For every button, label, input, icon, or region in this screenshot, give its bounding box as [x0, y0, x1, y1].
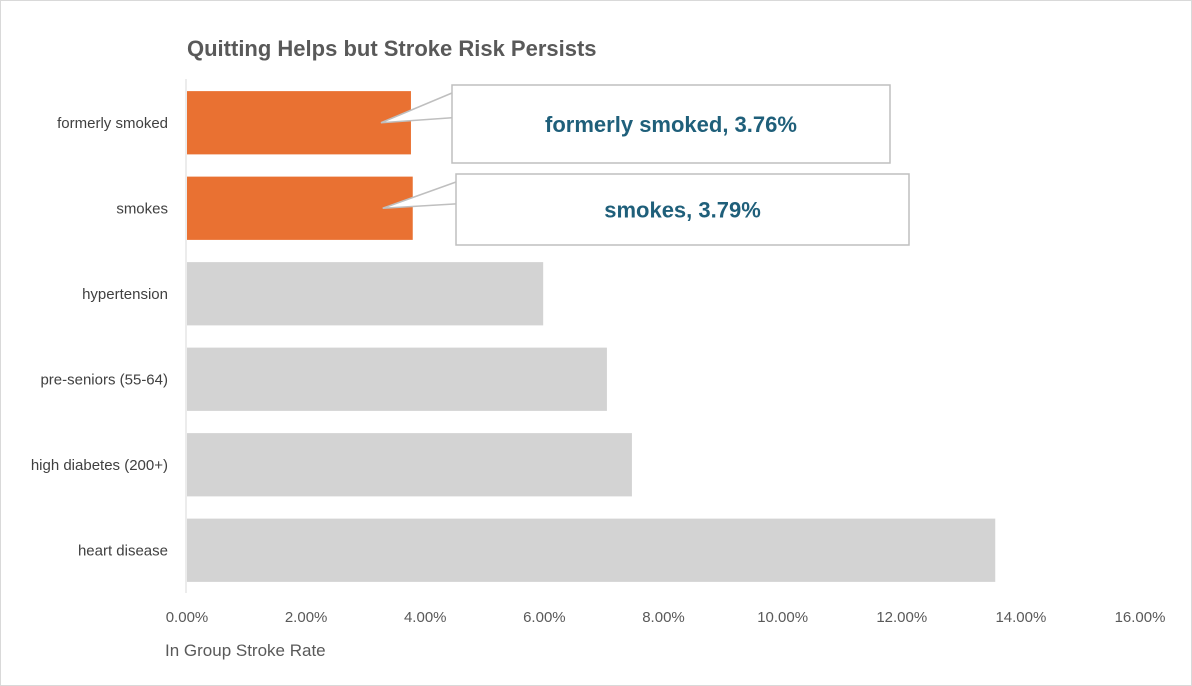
chart-title: Quitting Helps but Stroke Risk Persists	[187, 36, 597, 61]
callout-leader	[382, 181, 457, 209]
category-label-pre-seniors-55-64: pre-seniors (55-64)	[40, 371, 168, 388]
bar-pre-seniors-55-64	[187, 347, 607, 411]
callouts-layer: formerly smoked, 3.76% smokes, 3.79%	[380, 84, 910, 246]
callout-box	[451, 84, 891, 164]
callout-formerly-smoked: formerly smoked, 3.76%	[380, 84, 891, 164]
callout-leader	[380, 92, 453, 124]
ticks-layer: 0.00% 2.00% 4.00% 6.00% 8.00% 10.00% 12.00% 14.…	[166, 609, 1166, 626]
bar-high-diabetes-200	[187, 433, 632, 497]
callout-text: smokes, 3.79%	[604, 198, 761, 223]
x-tick-label: 16.00%	[1115, 609, 1166, 626]
x-tick-label: 10.00%	[757, 609, 808, 626]
category-label-smokes: smokes	[116, 200, 168, 217]
category-label-high-diabetes-200: high diabetes (200+)	[31, 457, 168, 474]
callout-text: formerly smoked, 3.76%	[545, 112, 797, 137]
x-tick-label: 8.00%	[642, 609, 685, 626]
x-tick-label: 0.00%	[166, 609, 209, 626]
x-axis-title: In Group Stroke Rate	[165, 641, 326, 660]
category-label-formerly-smoked: formerly smoked	[57, 115, 168, 132]
bar-smokes	[187, 176, 413, 240]
x-tick-label: 6.00%	[523, 609, 566, 626]
x-tick-label: 4.00%	[404, 609, 447, 626]
category-label-hypertension: hypertension	[82, 286, 168, 303]
x-tick-label: 12.00%	[876, 609, 927, 626]
bar-hypertension	[187, 262, 544, 326]
bar-formerly-smoked	[187, 91, 411, 155]
bars-layer: formerly smoked smokes hypertension pre-sen…	[31, 91, 996, 582]
x-tick-label: 14.00%	[995, 609, 1046, 626]
bar-heart-disease	[187, 518, 996, 582]
callout-box	[455, 173, 910, 246]
category-label-heart-disease: heart disease	[78, 542, 168, 559]
x-tick-label: 2.00%	[285, 609, 328, 626]
callout-smokes: smokes, 3.79%	[382, 173, 910, 246]
